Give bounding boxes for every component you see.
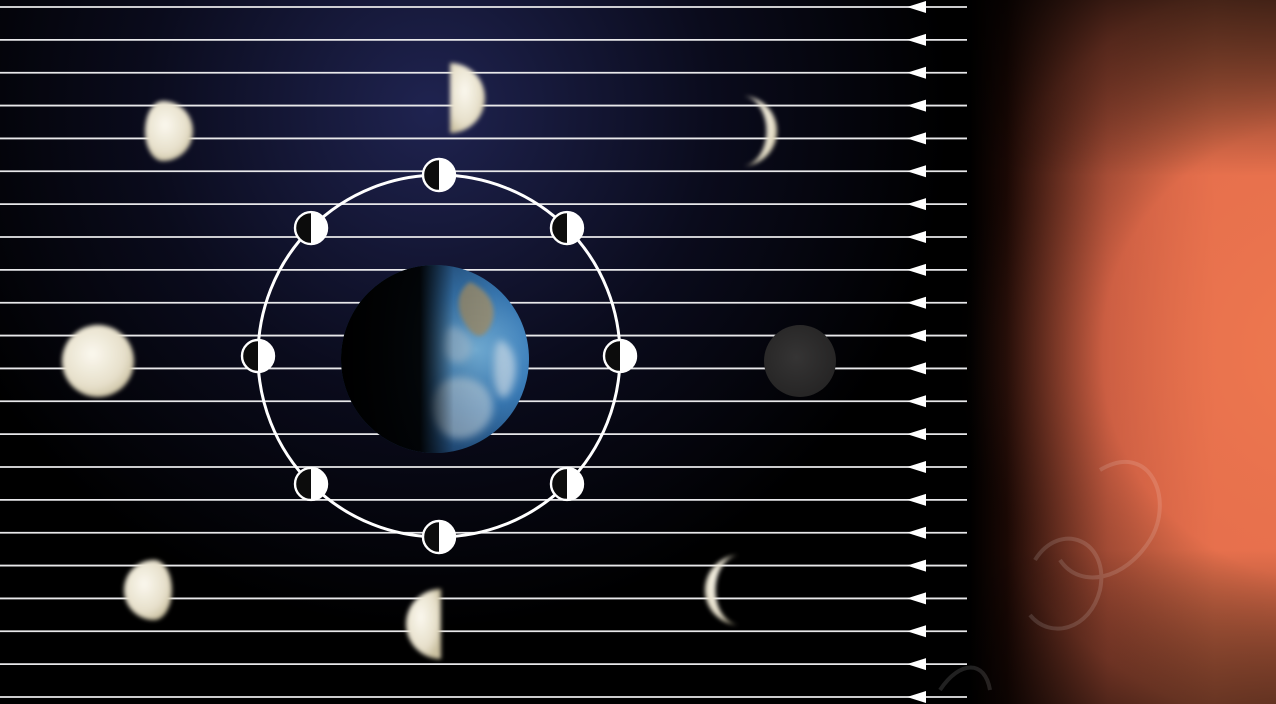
sunlight-ray — [0, 493, 967, 506]
ray-arrowhead — [907, 625, 926, 638]
orbit-moons — [240, 157, 638, 555]
earth — [341, 265, 529, 453]
ray-arrowhead — [907, 231, 926, 243]
ray-arrowhead — [907, 66, 926, 79]
ray-arrowhead — [907, 428, 926, 441]
sunlight-ray — [0, 625, 967, 638]
moon-phase-waxing-crescent — [742, 96, 777, 166]
sunlight-ray — [0, 461, 967, 473]
sunlight-ray — [0, 198, 967, 211]
sunlight-rays — [0, 1, 967, 703]
ray-arrowhead — [907, 165, 926, 178]
ray-arrowhead — [907, 658, 926, 671]
earth-land-masses — [341, 265, 529, 453]
ray-arrowhead — [907, 198, 926, 211]
orbit-moon — [293, 210, 329, 246]
orbit-moon — [421, 519, 457, 555]
ray-arrowhead — [907, 296, 926, 309]
ray-arrowhead — [907, 329, 926, 342]
ray-arrowhead — [907, 691, 926, 703]
ray-arrowhead — [907, 99, 926, 112]
orbit-moon — [549, 466, 585, 502]
moon-phase-third-quarter — [406, 589, 441, 659]
orbit-moon — [293, 466, 329, 502]
ray-arrowhead — [907, 33, 926, 46]
ray-arrowhead — [907, 559, 926, 572]
orbit-moon — [240, 338, 276, 374]
sunlight-ray — [0, 263, 967, 276]
ray-arrowhead — [907, 526, 926, 539]
watermark — [938, 460, 1162, 692]
sunlight-ray — [0, 1, 967, 13]
ray-arrowhead — [907, 1, 926, 13]
orbit-moon — [549, 210, 585, 246]
ray-arrowhead — [907, 493, 926, 506]
ray-arrowhead — [907, 592, 926, 605]
sunlight-ray — [0, 691, 967, 703]
sunlight-ray — [0, 658, 967, 671]
orbit-moon — [602, 338, 638, 374]
moon-phase-waning-crescent — [705, 555, 740, 625]
sunlight-ray — [0, 66, 967, 79]
ray-arrowhead — [907, 395, 926, 408]
phases-as-seen-from-earth — [62, 63, 836, 659]
moon-phase-full — [62, 325, 134, 397]
sunlight-ray — [0, 231, 967, 243]
sun-vignette — [968, 0, 1276, 704]
ray-arrowhead — [907, 362, 926, 375]
sunlight-ray — [0, 33, 967, 46]
moon-phase-new — [764, 325, 836, 397]
ray-arrowhead — [907, 461, 926, 473]
ray-arrowhead — [907, 132, 926, 145]
moon-phase-first-quarter — [450, 63, 485, 133]
ray-arrowhead — [907, 263, 926, 276]
moon-phase-waning-gibbous — [124, 560, 172, 620]
moon-phase-waxing-gibbous — [145, 101, 193, 161]
sunlight-ray — [0, 165, 967, 178]
orbit-moon — [421, 157, 457, 193]
